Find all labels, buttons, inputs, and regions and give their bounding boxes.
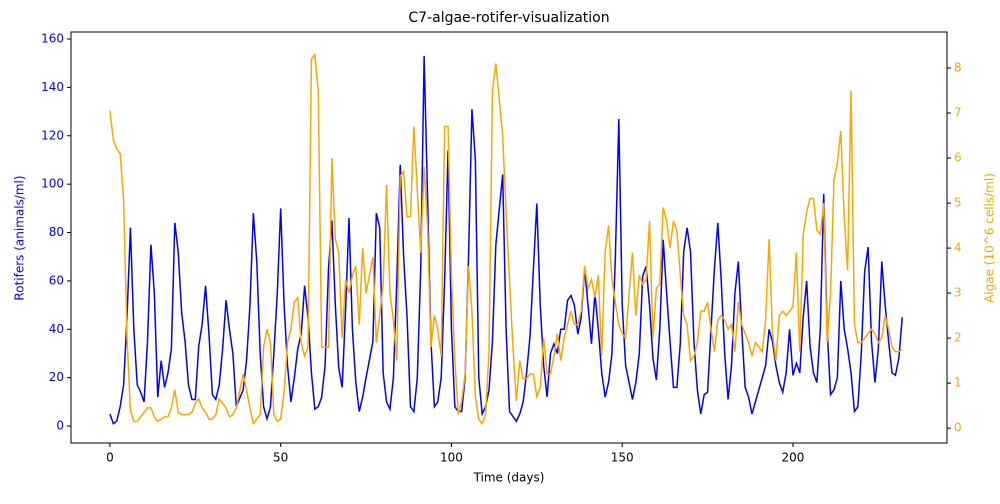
y-tick-label: 40 bbox=[49, 322, 64, 336]
y-tick-label: 140 bbox=[41, 80, 64, 94]
plot-frame bbox=[70, 31, 948, 444]
chart-title: C7-algae-rotifer-visualization bbox=[408, 10, 609, 26]
x-tick-label: 50 bbox=[273, 451, 288, 465]
x-tick-label: 100 bbox=[440, 451, 463, 465]
y-tick-label: 60 bbox=[49, 273, 64, 287]
y-tick-label: 120 bbox=[41, 128, 64, 142]
y-tick-label: 0 bbox=[56, 419, 64, 433]
series-line bbox=[109, 52, 903, 426]
y2-tick-label: 3 bbox=[954, 286, 962, 300]
y-tick-label: 100 bbox=[41, 177, 64, 191]
y2-tick-label: 6 bbox=[954, 151, 962, 165]
y2-tick-label: 8 bbox=[954, 61, 962, 75]
y2-tick-label: 2 bbox=[954, 331, 962, 345]
y-tick-label: 80 bbox=[49, 225, 64, 239]
y2-tick-label: 7 bbox=[954, 106, 962, 120]
x-tick-label: 200 bbox=[782, 451, 805, 465]
y2-axis-label: Algae (10^6 cells/ml) bbox=[983, 173, 997, 303]
x-tick-label: 0 bbox=[106, 451, 114, 465]
y-tick-label: 160 bbox=[41, 32, 64, 46]
x-tick-label: 150 bbox=[611, 451, 634, 465]
x-axis-label: Time (days) bbox=[473, 471, 545, 485]
y2-tick-label: 1 bbox=[954, 376, 962, 390]
series-line bbox=[109, 55, 904, 425]
y2-tick-label: 5 bbox=[954, 196, 962, 210]
y-axis-label: Rotifers (animals/ml) bbox=[13, 175, 27, 300]
y-tick-label: 20 bbox=[49, 370, 64, 384]
y2-tick-label: 0 bbox=[954, 421, 962, 435]
y2-tick-label: 4 bbox=[954, 241, 962, 255]
